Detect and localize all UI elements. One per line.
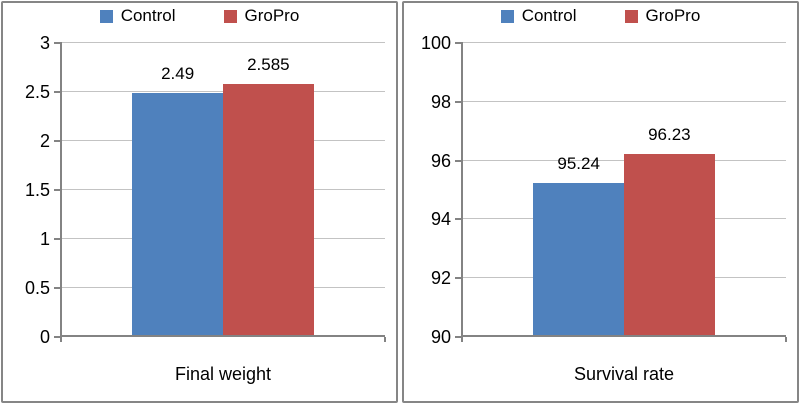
data-label: 96.23 (648, 125, 691, 145)
x-axis-end-tick (785, 337, 787, 342)
x-axis-line (462, 335, 786, 337)
y-tick-label: 90 (430, 327, 451, 347)
y-tick-label: 3 (39, 33, 50, 53)
bar-gropro (223, 83, 314, 337)
legend-item-gropro: GroPro (223, 6, 300, 26)
y-tick-label: 1.5 (24, 180, 50, 200)
plot-area: 0 0.5 1 1.5 2 2.5 3 2.49 2.585 (25, 34, 386, 346)
y-tick-mark (54, 287, 62, 289)
category-axis-label: Final weight (174, 364, 272, 385)
y-tick-label: 94 (430, 209, 451, 230)
control-swatch-icon (99, 9, 113, 23)
y-axis-line (461, 43, 463, 342)
y-tick-mark (54, 336, 62, 338)
legend-label: GroPro (244, 6, 300, 25)
legend-label: Control (521, 6, 577, 25)
y-tick-label: 0 (39, 327, 50, 347)
bar-slot-control: 2.49 (132, 43, 223, 337)
y-tick-mark (455, 42, 463, 44)
bar-group: 95.24 96.23 (462, 43, 786, 337)
category-axis-label: Survival rate (573, 364, 675, 385)
data-label: 2.49 (161, 64, 195, 84)
x-axis-end-tick (384, 337, 386, 342)
bar-group: 2.49 2.585 (61, 43, 385, 337)
y-tick-mark (54, 42, 62, 44)
bar-slot-control: 95.24 (533, 43, 624, 337)
y-tick-label: 98 (430, 91, 451, 112)
y-tick-mark (455, 218, 463, 221)
y-tick-label: 2.5 (24, 82, 50, 102)
legend-label: GroPro (645, 6, 701, 25)
y-tick-label: 92 (430, 268, 451, 289)
gropro-swatch-icon (624, 9, 638, 23)
y-tick-mark (455, 100, 463, 103)
y-axis-line (60, 43, 62, 342)
bar-control (132, 92, 223, 337)
y-tick-label: 2 (39, 131, 50, 151)
gridline (462, 100, 786, 102)
plot-area: 90 92 94 96 98 100 95.24 96.23 (421, 34, 787, 346)
y-tick-label: 96 (430, 150, 451, 171)
data-label: 95.24 (557, 154, 600, 174)
bar-control (533, 182, 624, 337)
y-tick-mark (54, 140, 62, 142)
y-tick-mark (54, 91, 62, 93)
legend-label: Control (120, 6, 176, 25)
y-tick-mark (455, 159, 463, 162)
gropro-swatch-icon (223, 9, 237, 23)
control-swatch-icon (500, 9, 514, 23)
chart-panel-survival-rate: Control GroPro 90 92 94 96 98 100 95.24 96.23 Su… (402, 1, 799, 403)
legend-item-control: Control (99, 6, 176, 26)
y-tick-mark (54, 238, 62, 240)
bar-slot-gropro: 2.585 (223, 43, 314, 337)
bar-slot-gropro: 96.23 (624, 43, 715, 337)
y-tick-mark (54, 189, 62, 191)
y-tick-label: 100 (420, 33, 451, 53)
gridline (61, 42, 385, 43)
legend: Control GroPro (3, 6, 396, 26)
data-label: 2.585 (247, 54, 290, 74)
y-tick-mark (455, 277, 463, 280)
y-tick-label: 1 (39, 229, 50, 249)
bar-gropro (624, 153, 715, 337)
gridline (462, 42, 786, 43)
legend-item-gropro: GroPro (624, 6, 701, 26)
y-tick-mark (455, 336, 463, 338)
legend: Control GroPro (404, 6, 797, 26)
x-axis-line (61, 335, 385, 337)
chart-panel-final-weight: Control GroPro 0 0.5 1 1.5 2 2.5 3 2.49 2.585 Fin… (1, 1, 398, 403)
legend-item-control: Control (500, 6, 577, 26)
y-tick-label: 0.5 (24, 278, 50, 298)
